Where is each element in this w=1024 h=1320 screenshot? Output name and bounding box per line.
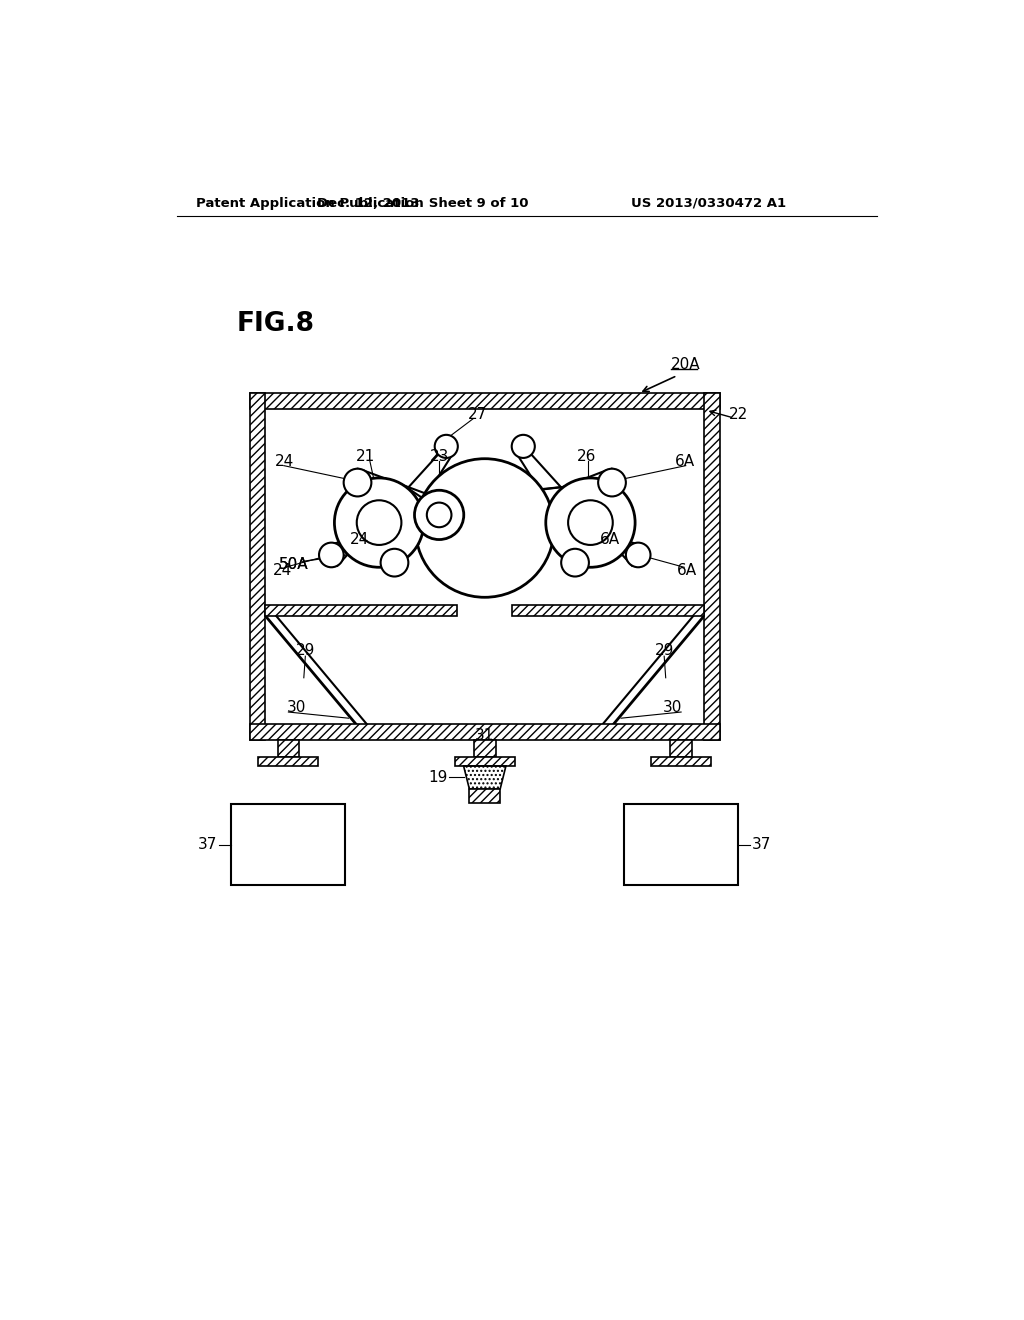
Bar	[250, 393, 265, 739]
Text: 6A: 6A	[600, 532, 620, 546]
Text: 50A: 50A	[280, 557, 309, 573]
Bar	[625, 804, 738, 886]
Bar	[278, 739, 299, 756]
Circle shape	[381, 549, 409, 577]
Bar	[651, 756, 711, 766]
Text: 24: 24	[350, 532, 370, 546]
Circle shape	[344, 469, 372, 496]
Text: 27: 27	[467, 407, 486, 421]
Text: Dec. 12, 2013  Sheet 9 of 10: Dec. 12, 2013 Sheet 9 of 10	[317, 197, 529, 210]
Text: 50A: 50A	[280, 557, 309, 573]
Bar	[250, 393, 720, 409]
Text: 21: 21	[355, 449, 375, 463]
Text: Patent Application Publication: Patent Application Publication	[196, 197, 424, 210]
Circle shape	[598, 469, 626, 496]
Text: 23: 23	[429, 449, 449, 463]
Text: 31: 31	[475, 727, 495, 743]
Text: 30: 30	[664, 700, 683, 715]
Bar	[455, 756, 515, 766]
Text: 37: 37	[199, 837, 217, 853]
Circle shape	[546, 478, 635, 568]
Text: 19: 19	[428, 770, 447, 785]
Text: 24: 24	[273, 562, 292, 578]
Circle shape	[626, 543, 650, 568]
Text: US 2013/0330472 A1: US 2013/0330472 A1	[631, 197, 786, 210]
Bar	[258, 756, 318, 766]
Bar	[250, 725, 720, 739]
Circle shape	[427, 503, 452, 527]
Circle shape	[415, 490, 464, 540]
Text: 24: 24	[274, 454, 294, 469]
Bar	[474, 739, 496, 756]
Bar	[671, 739, 692, 756]
Text: 20A: 20A	[671, 358, 700, 372]
Bar	[512, 605, 705, 615]
Circle shape	[356, 500, 401, 545]
Text: 6A: 6A	[675, 454, 695, 469]
Text: 37: 37	[752, 837, 771, 853]
Bar	[265, 605, 457, 615]
Circle shape	[561, 549, 589, 577]
Text: 26: 26	[577, 449, 596, 463]
Text: 29: 29	[654, 643, 674, 659]
Text: 22: 22	[729, 408, 749, 422]
Circle shape	[335, 478, 424, 568]
Circle shape	[319, 543, 344, 568]
Text: 29: 29	[296, 643, 315, 659]
Bar	[705, 393, 720, 739]
Bar	[469, 789, 500, 803]
Text: 6A: 6A	[677, 562, 696, 578]
Circle shape	[568, 500, 612, 545]
Circle shape	[435, 434, 458, 458]
Circle shape	[416, 459, 554, 597]
Bar	[231, 804, 345, 886]
Text: 30: 30	[287, 700, 306, 715]
Circle shape	[512, 434, 535, 458]
Text: FIG.8: FIG.8	[237, 312, 314, 337]
